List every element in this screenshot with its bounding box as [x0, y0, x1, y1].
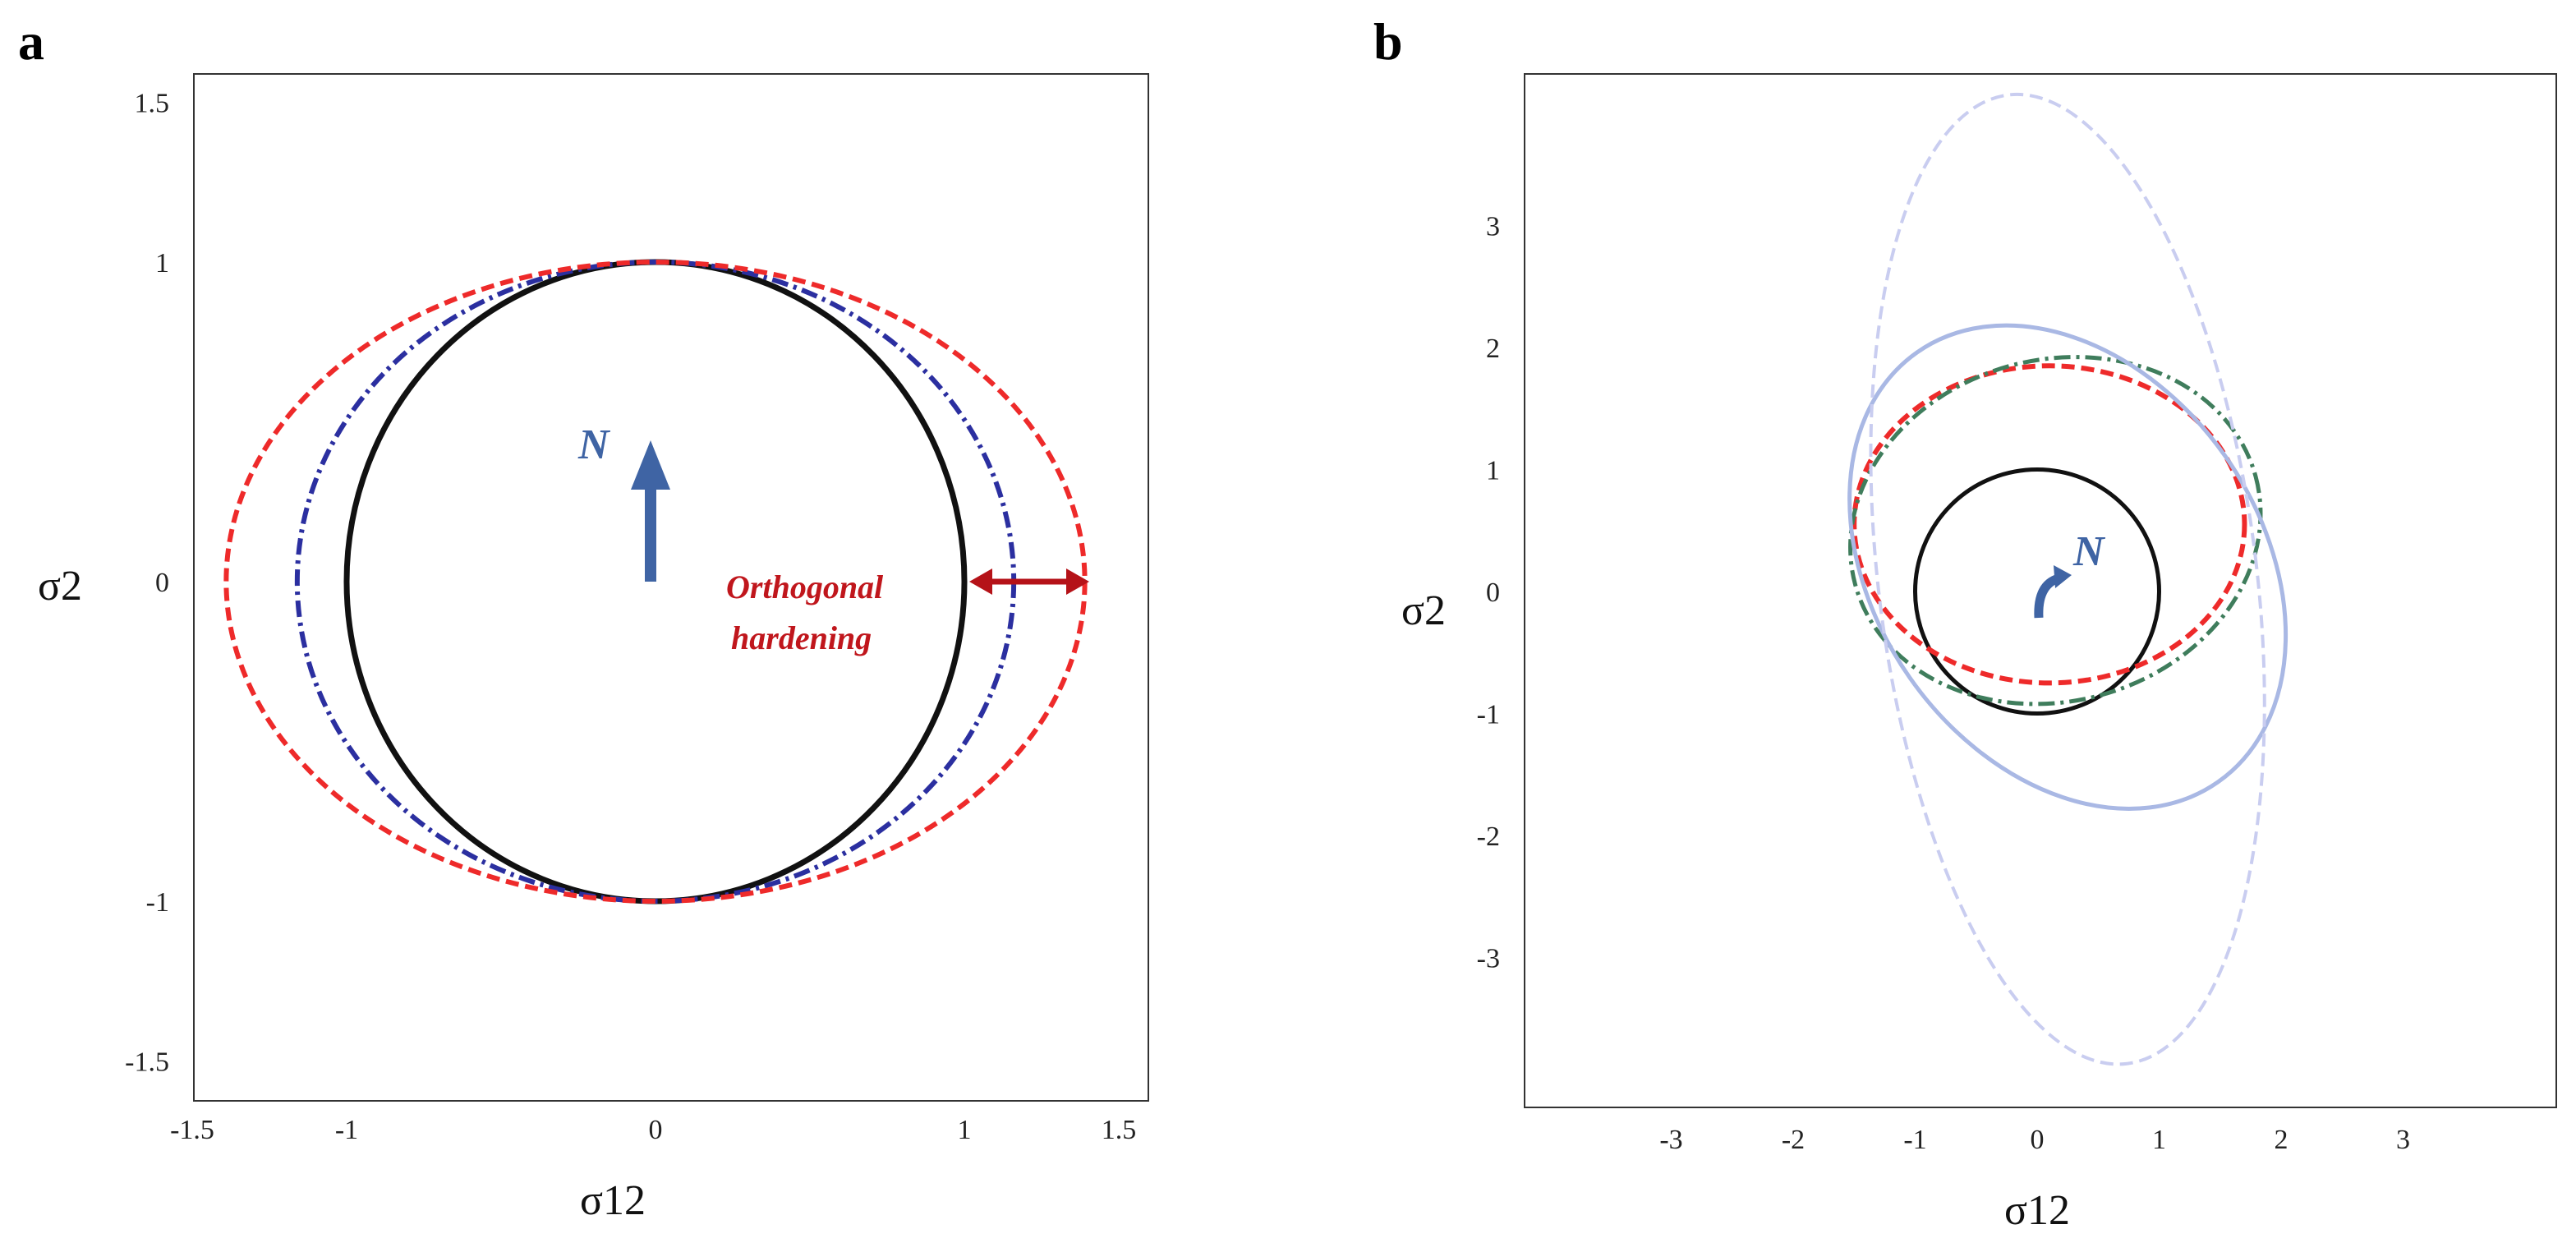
y-tick-label: 2: [1486, 334, 1500, 364]
panel-a-ylabel: σ2: [38, 563, 82, 610]
x-tick-label: 1: [2152, 1125, 2166, 1155]
y-tick-label: 1: [1486, 456, 1500, 486]
x-tick-label: -2: [1782, 1125, 1805, 1155]
x-tick-label: -1.5: [170, 1115, 214, 1145]
y-tick-label: 1: [155, 248, 169, 278]
panel-b-n-label: N: [2072, 528, 2106, 575]
panel-b: b -3 -2 -1 0 1 2 3 3 2 1 0 -1 -2 -3 σ12 σ2 N: [1373, 12, 2557, 1234]
x-tick-label: -1: [1903, 1125, 1926, 1155]
hardening-label-line1: Orthogonal: [726, 568, 884, 605]
y-tick-label: 1.5: [135, 89, 170, 119]
x-tick-label: 2: [2275, 1125, 2288, 1155]
panel-a-n-arrow: [631, 440, 670, 582]
y-tick-label: -3: [1477, 944, 1500, 974]
orthogonal-hardening-arrow: [969, 568, 1089, 595]
panel-a-label: a: [18, 12, 44, 71]
arrow-head-icon: [631, 440, 670, 490]
panel-b-ylabel: σ2: [1401, 587, 1446, 634]
x-tick-label: -3: [1659, 1125, 1682, 1155]
x-tick-label: -1: [335, 1115, 358, 1145]
y-tick-label: -1: [1477, 700, 1500, 730]
curve-tenshe3: [1869, 92, 2266, 1066]
panel-a-frame: [193, 73, 1149, 1102]
arrow-left-icon: [969, 568, 992, 595]
y-tick-label: 0: [1486, 578, 1500, 608]
panel-b-curves: [1847, 92, 2288, 1066]
x-tick-label: 0: [2031, 1125, 2045, 1155]
y-tick-label: 0: [155, 568, 169, 598]
y-tick-label: -2: [1477, 822, 1500, 852]
x-tick-label: 3: [2396, 1125, 2410, 1155]
x-tick-label: 0: [649, 1115, 663, 1145]
y-tick-label: -1.5: [125, 1047, 169, 1078]
curve-ten: [1852, 363, 2247, 686]
panel-b-frame: [1524, 73, 2557, 1108]
x-tick-label: 1.5: [1102, 1115, 1137, 1145]
curve-tenshe1: [1848, 355, 2263, 707]
curved-arrow-head-icon: [2054, 565, 2072, 588]
curve-ini: [1913, 467, 2161, 716]
y-tick-label: 3: [1486, 212, 1500, 242]
panel-a-n-label: N: [577, 421, 611, 468]
panel-a: a -1.5 -1 0 1 1.5 1.5 1 0 -1 -1.5 σ12 σ2 N Orthog…: [18, 12, 1149, 1224]
x-tick-label: 1: [958, 1115, 972, 1145]
panel-b-n-arrow: [2034, 565, 2072, 619]
panel-b-ticks: -3 -2 -1 0 1 2 3 3 2 1 0 -1 -2 -3: [1477, 212, 2410, 1156]
panel-a-xlabel: σ12: [580, 1177, 646, 1224]
panel-b-xlabel: σ12: [2004, 1187, 2070, 1234]
arrow-right-icon: [1066, 568, 1089, 595]
hardening-label-line2: hardening: [731, 619, 872, 656]
panel-b-label: b: [1373, 12, 1403, 71]
y-tick-label: -1: [146, 887, 169, 918]
curve-tenshe2: [1847, 323, 2288, 811]
panel-a-ticks: -1.5 -1 0 1 1.5 1.5 1 0 -1 -1.5: [125, 89, 1136, 1146]
